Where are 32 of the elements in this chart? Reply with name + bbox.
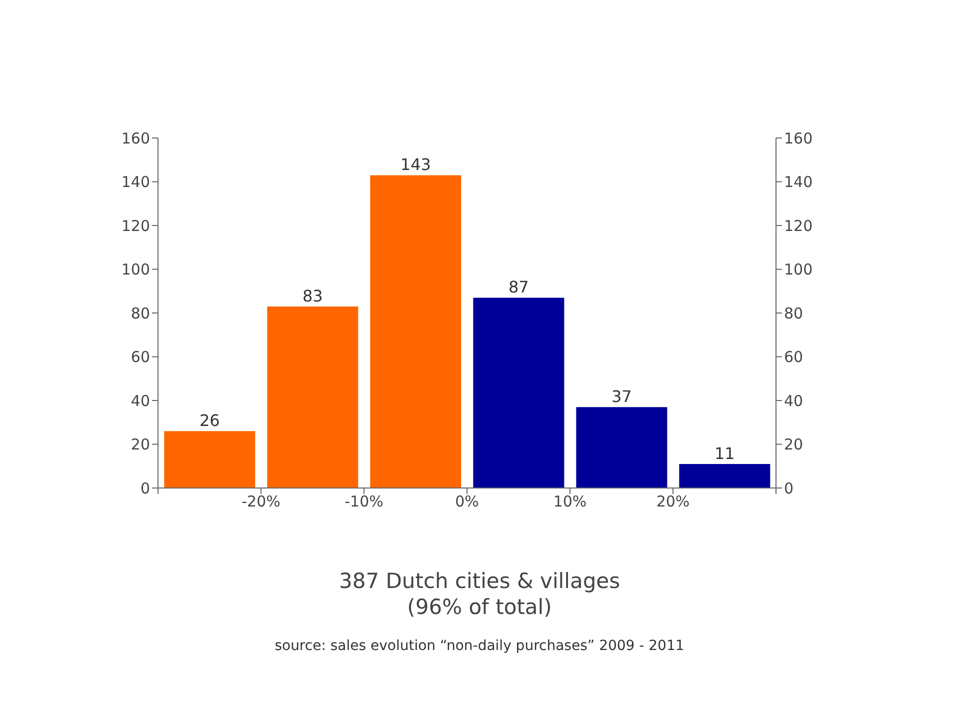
y-tick-label: 80: [130, 304, 150, 322]
y-tick-label: 60: [130, 348, 150, 366]
data-label: 87: [508, 278, 529, 297]
data-label: 11: [714, 444, 735, 463]
x-tick-label: 20%: [656, 492, 690, 511]
y-tick-label: 120: [121, 216, 150, 235]
y2-tick-label: 120: [784, 216, 813, 235]
y-tick-label: 160: [121, 129, 150, 148]
y-tick-label: 20: [130, 436, 150, 454]
y2-tick-label: 80: [784, 304, 804, 322]
y2-tick-label: 140: [784, 173, 813, 192]
y2-tick-label: 160: [784, 129, 813, 148]
source-note: source: sales evolution “non-daily purchases” 2009 - 2011: [274, 638, 686, 654]
data-label: 26: [200, 411, 220, 430]
y-tick-label: 140: [121, 173, 150, 192]
data-label: 143: [400, 155, 431, 174]
y-tick-label: 40: [130, 392, 150, 410]
y2-tick-label: 20: [784, 436, 804, 454]
text: 387 Dutch cities & villages: [338, 568, 622, 594]
x-tick-label: 10%: [553, 492, 587, 511]
text: (96% of total): [406, 594, 553, 620]
y2-tick-label: 40: [784, 392, 804, 410]
data-label: 83: [302, 286, 323, 306]
y-tick-label: 100: [121, 260, 150, 279]
data-label: 37: [612, 387, 632, 406]
y2-tick-label: 100: [784, 260, 813, 279]
y2-tick-label: 0: [784, 479, 794, 498]
x-tick-label: -10%: [344, 492, 384, 511]
x-tick-label: -20%: [242, 492, 280, 511]
y-tick-label: 0: [140, 479, 150, 498]
x-tick-label: 0%: [455, 492, 479, 511]
y2-tick-label: 60: [784, 348, 804, 366]
